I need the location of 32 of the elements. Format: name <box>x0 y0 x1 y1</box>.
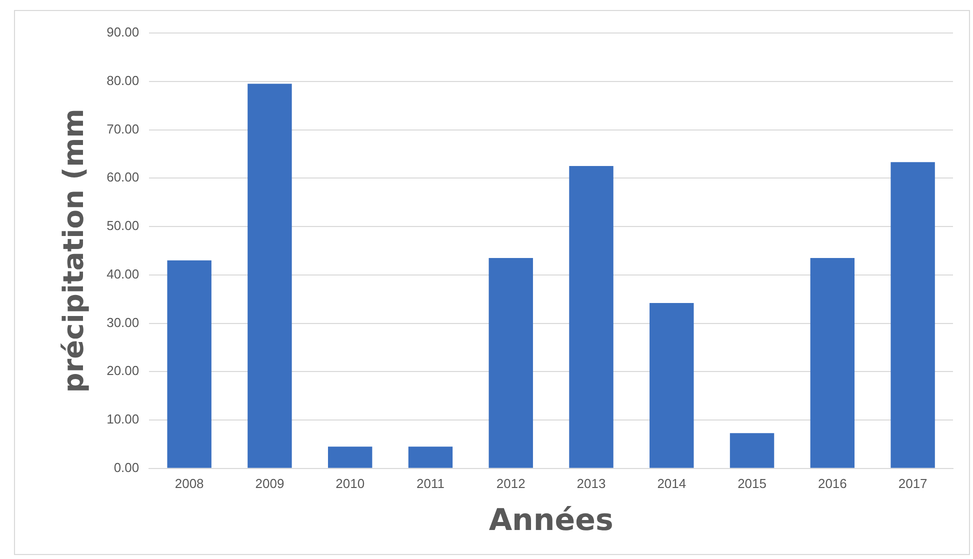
bar <box>810 258 855 468</box>
x-tick-label: 2011 <box>416 476 444 491</box>
y-tick-label: 50.00 <box>106 218 140 234</box>
bar <box>328 446 372 468</box>
y-tick-label: 40.00 <box>106 266 140 282</box>
bar <box>167 260 212 468</box>
x-tick-label: 2010 <box>336 476 365 491</box>
x-tick-label: 2015 <box>738 476 766 491</box>
y-axis-title: précipitation (mm <box>57 108 90 393</box>
y-tick-label: 0.00 <box>114 460 140 475</box>
x-axis-title: Années <box>488 502 614 538</box>
bar <box>408 446 453 468</box>
x-tick-label: 2008 <box>174 476 204 491</box>
bar <box>248 84 292 468</box>
y-tick-label: 60.00 <box>106 170 140 185</box>
y-tick-label: 20.00 <box>106 363 140 378</box>
x-tick-label: 2014 <box>657 476 686 491</box>
y-tick-label: 90.00 <box>106 24 140 40</box>
x-tick-label: 2017 <box>898 476 928 491</box>
y-tick-label: 10.00 <box>106 412 140 427</box>
bar <box>890 162 935 468</box>
bar <box>569 166 614 468</box>
bar <box>730 433 774 468</box>
x-tick-label: 2012 <box>496 476 526 491</box>
bar <box>488 258 533 468</box>
y-tick-label: 80.00 <box>106 72 140 88</box>
x-tick-label: 2013 <box>576 476 606 491</box>
y-tick-label: 30.00 <box>106 314 140 330</box>
y-tick-label: 70.00 <box>106 121 140 136</box>
x-tick-label: 2009 <box>255 476 284 491</box>
bar <box>650 302 694 468</box>
x-tick-label: 2016 <box>818 476 847 491</box>
